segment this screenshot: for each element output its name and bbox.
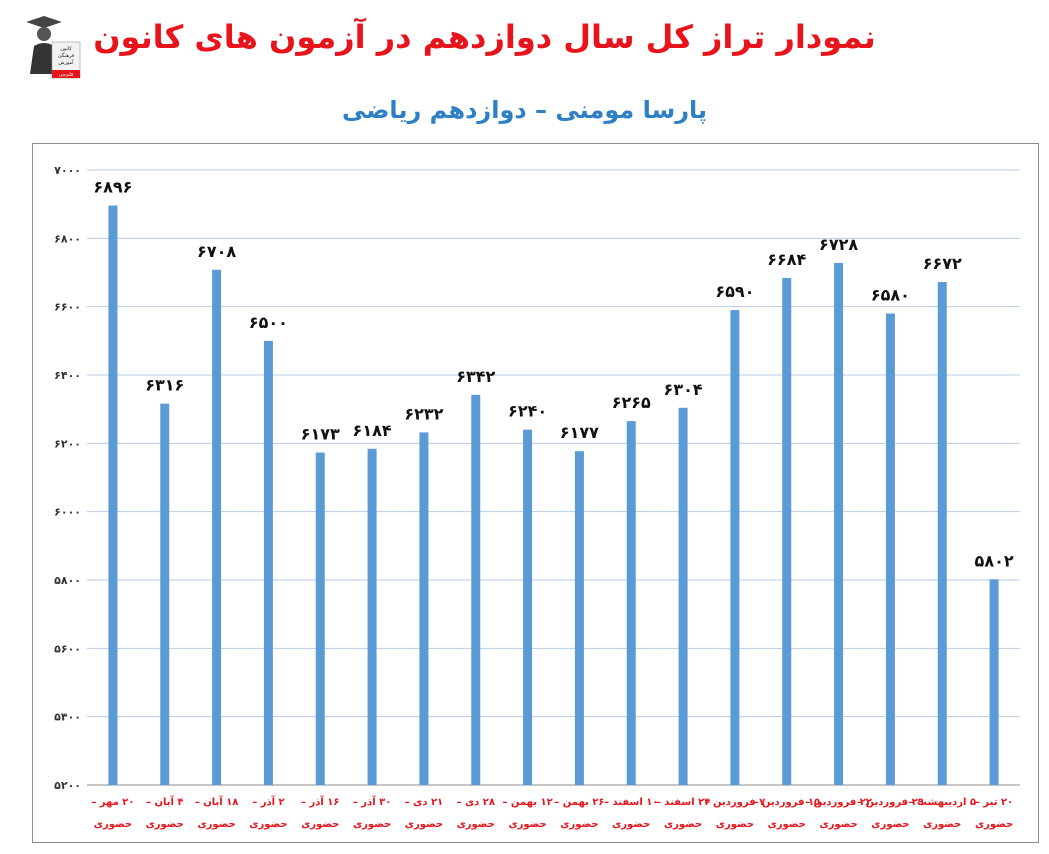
x-tick-label: ۲۰ مهر – (91, 797, 134, 808)
bar (937, 282, 947, 785)
bar (678, 407, 688, 785)
x-tick-label-line2: حضوری (146, 819, 184, 830)
y-tick-label: ۶۰۰۰ (54, 506, 81, 519)
page-title: نمودار تراز کل سال دوازدهم در آزمون های … (93, 18, 876, 56)
x-tick-label: ۲۰ تیر – (975, 797, 1013, 808)
data-label: ۶۱۷۳ (301, 425, 340, 444)
bar (782, 277, 792, 785)
data-label: ۶۱۷۷ (560, 423, 599, 442)
x-tick-label-line2: حضوری (249, 819, 287, 830)
x-tick-label-line2: حضوری (197, 819, 235, 830)
logo-text-line-1: کانون (60, 46, 72, 52)
y-tick-label: ۵۸۰۰ (54, 574, 81, 587)
data-label: ۶۶۸۴ (767, 250, 806, 269)
x-tick-label-line2: حضوری (716, 819, 754, 830)
bar (108, 205, 118, 785)
y-tick-label: ۶۸۰۰ (54, 232, 81, 245)
data-label: ۶۵۰۰ (249, 313, 288, 332)
bar (730, 310, 740, 785)
x-tick-label-line2: حضوری (508, 819, 546, 830)
logo-text-line-4: قلم‌چی (59, 72, 74, 78)
x-tick-label: ۱۶ آذر – (301, 795, 340, 808)
x-tick-label: ۲۶ بهمن – (554, 797, 604, 808)
x-tick-label: ۲ آذر – (252, 795, 284, 808)
bar (160, 403, 170, 785)
x-tick-label-line2: حضوری (975, 819, 1013, 830)
x-tick-label: ۳۰ آذر – (353, 795, 392, 808)
bar (212, 269, 222, 785)
bar (834, 262, 844, 785)
y-tick-label: ۵۴۰۰ (54, 711, 81, 724)
data-label: ۶۷۲۸ (819, 235, 858, 254)
data-label: ۶۳۰۴ (664, 380, 703, 399)
graduate-logo-icon (26, 16, 81, 79)
x-tick-label: ۲۲ فروردین – (805, 797, 872, 808)
bar (574, 451, 584, 785)
bar (263, 340, 273, 785)
x-tick-label: ۲۸ دی – (457, 797, 495, 808)
data-label: ۶۵۸۰ (871, 286, 910, 305)
x-tick-label: ۱۵ فروردین – (753, 797, 820, 808)
x-tick-label: ۲۹ فروردین – (857, 797, 924, 808)
kanoon-logo: کانون فرهنگی آموزش قلم‌چی (26, 16, 81, 79)
x-tick-label: ۱۲ بهمن – (502, 797, 552, 808)
bar (989, 579, 999, 785)
x-tick-label-line2: حضوری (612, 819, 650, 830)
x-tick-label-line2: حضوری (301, 819, 339, 830)
x-tick-label-line2: حضوری (457, 819, 495, 830)
x-tick-label-line2: حضوری (768, 819, 806, 830)
bar (523, 429, 533, 785)
x-tick-label: ۱۸ آبان – (195, 795, 239, 808)
data-label: ۶۶۷۲ (923, 254, 962, 273)
data-label: ۶۳۴۲ (456, 367, 495, 386)
bar (367, 448, 377, 785)
y-tick-label: ۶۶۰۰ (54, 301, 81, 314)
x-tick-label-line2: حضوری (353, 819, 391, 830)
y-tick-label: ۵۶۰۰ (54, 642, 81, 655)
x-tick-label: ۱۰ اسفند – (604, 797, 659, 808)
y-tick-label: ۶۴۰۰ (54, 369, 81, 382)
data-label: ۶۷۰۸ (197, 242, 236, 261)
x-tick-label-line2: حضوری (405, 819, 443, 830)
x-tick-label-line2: حضوری (94, 819, 132, 830)
data-label: ۶۲۶۵ (612, 393, 651, 412)
logo-text-line-3: آموزش (58, 59, 74, 66)
data-label: ۵۸۰۲ (975, 551, 1014, 570)
page-subtitle: پارسا مومنی – دوازدهم ریاضی (341, 96, 708, 124)
logo-text-line-2: فرهنگی (58, 52, 75, 59)
data-label: ۶۲۴۰ (508, 402, 547, 421)
x-tick-label: ۲۴ اسفند – (656, 797, 711, 808)
x-tick-label-line2: حضوری (664, 819, 702, 830)
x-tick-label: ۵ اردیبهشت – (908, 797, 976, 808)
data-label: ۶۸۹۶ (93, 178, 132, 197)
x-tick-label: ۷ فروردین – (705, 797, 766, 808)
y-tick-label: ۷۰۰۰ (54, 164, 81, 177)
bar (885, 313, 895, 785)
bar (315, 452, 325, 785)
x-tick-label-line2: حضوری (923, 819, 961, 830)
x-tick-label-line2: حضوری (560, 819, 598, 830)
data-label: ۶۱۸۴ (353, 421, 392, 440)
chart-area: ۵۲۰۰ ۵۴۰۰ ۵۶۰۰ ۵۸۰۰ ۶۰۰۰ ۶۲۰۰ ۶۴۰۰ ۶۶۰۰ ۶۸۰۰ ۷۰۰۰… (32, 143, 1039, 843)
bar-chart: ۵۲۰۰ ۵۴۰۰ ۵۶۰۰ ۵۸۰۰ ۶۰۰۰ ۶۲۰۰ ۶۴۰۰ ۶۶۰۰ ۶۸۰۰ ۷۰۰۰… (54, 164, 1020, 830)
y-tick-label: ۵۲۰۰ (54, 779, 81, 792)
data-label: ۶۲۳۲ (404, 404, 443, 423)
y-tick-label: ۶۲۰۰ (54, 437, 81, 450)
x-tick-label: ۴ آبان – (146, 795, 184, 808)
data-label: ۶۵۹۰ (715, 282, 754, 301)
bar (626, 421, 636, 785)
x-tick-label-line2: حضوری (871, 819, 909, 830)
x-tick-label: ۲۱ دی – (405, 797, 443, 808)
x-tick-label-line2: حضوری (819, 819, 857, 830)
bar (471, 394, 481, 785)
bar (419, 432, 429, 785)
data-label: ۶۳۱۶ (145, 376, 184, 395)
